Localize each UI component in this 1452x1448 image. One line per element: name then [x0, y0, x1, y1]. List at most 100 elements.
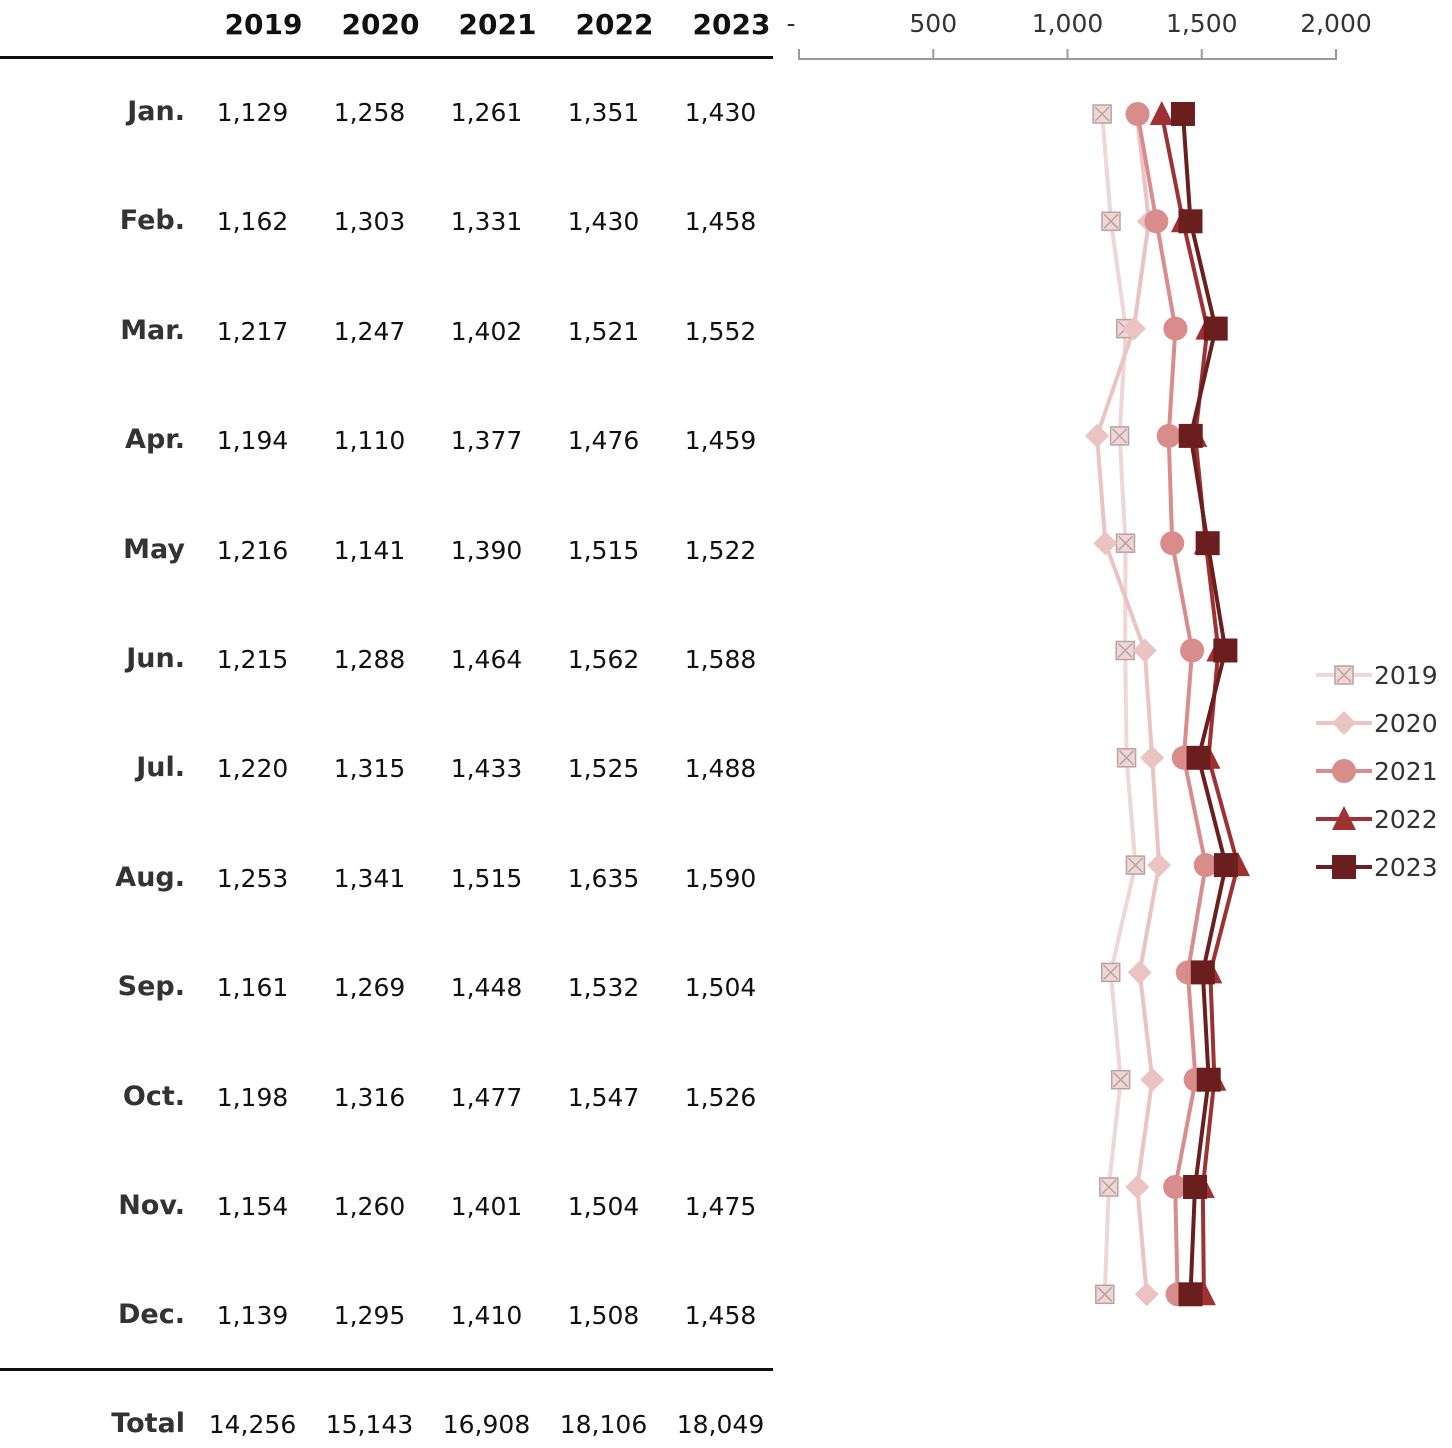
data-point-2021 — [1193, 853, 1218, 878]
table-cell: 1,220 — [216, 754, 289, 784]
data-point-2023 — [1170, 102, 1195, 126]
row-label-month: May — [123, 533, 185, 565]
year-header: 2022 — [575, 8, 654, 41]
legend-label: 2022 — [1374, 805, 1438, 834]
data-point-2021 — [1160, 531, 1185, 556]
table-cell: 1,295 — [333, 1301, 406, 1331]
data-point-2019-x — [1117, 642, 1133, 659]
table-cell: 1,110 — [333, 426, 406, 456]
x-tick-label: - — [786, 9, 795, 38]
legend-marker — [1332, 711, 1356, 735]
data-point-2019-x — [1101, 1179, 1117, 1195]
table-cell: 1,261 — [450, 98, 523, 127]
total-rule — [0, 1368, 773, 1371]
data-point-2019-x — [1103, 213, 1119, 229]
table-cell: 1,477 — [450, 1082, 523, 1112]
row-label-month: Aug. — [115, 861, 185, 893]
row-label-month: Dec. — [118, 1299, 185, 1331]
table-cell: 1,504 — [684, 973, 757, 1003]
table-cell: 1,547 — [567, 1082, 640, 1112]
table-cell: 1,488 — [684, 754, 757, 784]
data-point-2023 — [1196, 1067, 1221, 1092]
table-cell: 1,377 — [450, 426, 523, 456]
table-cell: 1,162 — [216, 207, 289, 237]
legend-label: 2019 — [1374, 661, 1438, 690]
total-cell: 18,049 — [676, 1410, 765, 1439]
table-cell: 1,141 — [333, 535, 406, 565]
total-cell: 18,106 — [559, 1410, 648, 1439]
table-cell: 1,458 — [684, 207, 757, 237]
series-line-2019 — [1100, 113, 1138, 1295]
table-cell: 1,253 — [216, 863, 289, 893]
data-point-2020 — [1134, 1282, 1159, 1307]
x-tick-label: 1,000 — [1032, 9, 1104, 38]
data-point-2019-x — [1094, 106, 1110, 122]
data-point-2021 — [1163, 316, 1188, 341]
total-cell: 14,256 — [208, 1410, 297, 1439]
table-cell: 1,590 — [684, 863, 757, 893]
table-cell: 1,562 — [567, 645, 640, 674]
table-cell: 1,521 — [567, 316, 640, 346]
year-header: 2023 — [692, 8, 771, 41]
header-rule — [0, 56, 773, 59]
total-label: Total — [111, 1408, 185, 1439]
data-point-2021 — [1144, 209, 1169, 234]
table-cell: 1,258 — [333, 98, 406, 127]
table-cell: 1,515 — [450, 863, 523, 893]
data-point-2019-x — [1119, 750, 1135, 766]
row-label-month: Jan. — [127, 96, 185, 127]
table-cell: 1,515 — [567, 535, 640, 565]
table-cell: 1,288 — [333, 645, 406, 674]
table-cell: 1,458 — [684, 1301, 757, 1331]
row-label-month: Nov. — [118, 1190, 185, 1221]
legend-marker — [1332, 855, 1356, 879]
x-tick-label: 2,000 — [1300, 9, 1372, 38]
table-cell: 1,508 — [567, 1301, 640, 1331]
legend-label: 2021 — [1374, 757, 1438, 786]
x-tick-label: 1,500 — [1166, 9, 1238, 38]
row-label-month: Jul. — [136, 752, 185, 784]
data-table: 2019 2020 2021 2022 2023 Jan. 1,129 1,258 1… — [0, 8, 773, 1439]
row-label-month: Apr. — [125, 424, 185, 456]
data-point-2019-x — [1113, 1072, 1129, 1088]
data-point-2021 — [1180, 638, 1205, 663]
data-point-2020 — [1085, 423, 1110, 448]
table-cell: 1,194 — [216, 426, 289, 456]
table-cell: 1,522 — [684, 535, 757, 565]
year-header: 2019 — [224, 8, 303, 41]
table-cell: 1,154 — [216, 1192, 289, 1221]
table-cell: 1,341 — [333, 863, 406, 893]
data-point-2019-x — [1103, 964, 1119, 980]
row-label-month: Jun. — [126, 643, 185, 674]
data-point-2023 — [1178, 209, 1203, 234]
data-point-2022 — [1149, 101, 1174, 125]
data-point-2020 — [1127, 960, 1152, 985]
series-line-2022 — [1159, 113, 1240, 1295]
table-cell: 1,390 — [450, 535, 523, 565]
data-point-2020 — [1140, 1067, 1165, 1092]
table-cell: 1,316 — [333, 1082, 406, 1112]
legend-marker — [1332, 806, 1356, 830]
data-point-2023 — [1183, 1175, 1208, 1199]
total-cell: 16,908 — [442, 1410, 531, 1439]
table-cell: 1,351 — [567, 98, 640, 127]
data-point-2019-x — [1097, 1286, 1113, 1302]
data-point-2023 — [1190, 960, 1215, 985]
legend-marker — [1332, 759, 1356, 783]
table-cell: 1,216 — [216, 535, 289, 565]
legend-label: 2023 — [1374, 853, 1438, 882]
table-cell: 1,402 — [450, 316, 523, 346]
data-point-2019-x — [1117, 535, 1134, 551]
table-cell: 1,331 — [450, 207, 523, 237]
table-cell: 1,433 — [450, 754, 523, 784]
data-point-2023 — [1178, 423, 1203, 448]
data-point-2023 — [1203, 316, 1228, 341]
table-cell: 1,129 — [216, 98, 289, 127]
legend-marker-x — [1336, 667, 1352, 683]
table-cell: 1,552 — [684, 316, 757, 346]
row-label-month: Feb. — [119, 205, 185, 237]
table-cell: 1,504 — [567, 1192, 640, 1221]
table-cell: 1,260 — [333, 1192, 406, 1221]
row-label-month: Mar. — [120, 314, 185, 346]
table-cell: 1,476 — [567, 426, 640, 456]
